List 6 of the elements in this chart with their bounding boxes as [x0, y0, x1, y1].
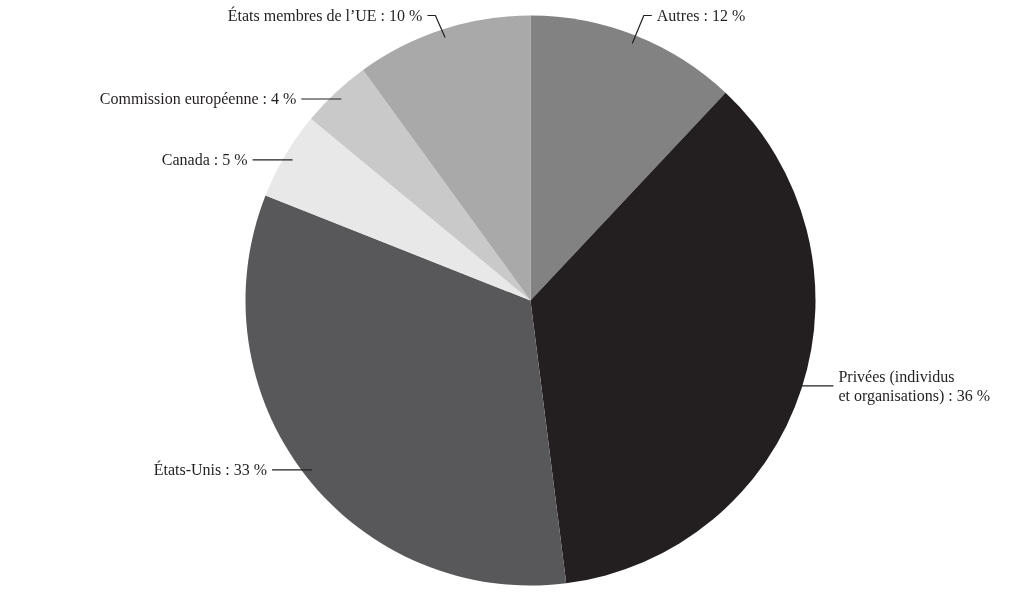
slice-label: Canada : 5 %: [161, 151, 248, 169]
slice-label: Commission européenne : 4 %: [99, 90, 297, 109]
slice-label: Privées (individus et organisations) : 36 %: [838, 367, 991, 406]
slice-label: États-Unis : 33 %: [153, 460, 268, 479]
slice-label: États membres de l’UE : 10 %: [227, 6, 423, 24]
slice-label: Autres : 12 %: [656, 7, 746, 24]
